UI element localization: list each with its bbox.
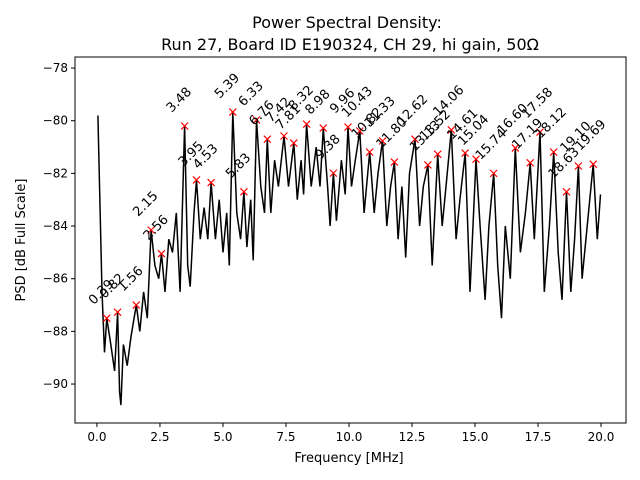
y-tick-label: −86 xyxy=(43,272,68,286)
peak-marker xyxy=(526,158,535,167)
y-tick-label: −82 xyxy=(43,166,68,180)
peak-marker xyxy=(344,123,352,131)
peak-marker xyxy=(390,158,399,166)
peak-marker xyxy=(280,132,288,140)
peak-marker xyxy=(511,144,520,153)
peak-marker xyxy=(433,150,442,159)
peak-marker xyxy=(263,135,272,144)
chart-title: Power Spectral Density: xyxy=(252,13,442,32)
peak-label: 3.48 xyxy=(164,85,195,116)
x-tick-label: 2.5 xyxy=(150,430,169,444)
peak-marker xyxy=(411,135,419,144)
peak-label: 1.56 xyxy=(115,264,146,295)
peak-marker xyxy=(365,148,374,156)
y-axis-label: PSD [dB Full Scale] xyxy=(14,178,29,301)
x-tick-label: 5.0 xyxy=(213,430,232,444)
peak-marker xyxy=(252,116,261,124)
peak-marker xyxy=(489,169,498,178)
peak-marker xyxy=(461,149,470,158)
peak-marker xyxy=(319,124,328,133)
x-axis-label: Frequency [MHz] xyxy=(294,451,403,466)
peak-marker xyxy=(180,122,189,130)
peak-marker xyxy=(447,126,456,134)
x-tick-label: 0.0 xyxy=(87,430,106,444)
peak-label: 2.15 xyxy=(130,189,161,220)
x-tick-label: 12.5 xyxy=(399,430,426,444)
peak-marker xyxy=(147,226,156,234)
peak-marker xyxy=(228,108,237,116)
y-tick-label: −78 xyxy=(43,61,68,75)
peak-marker xyxy=(113,308,122,317)
x-tick-label: 20.0 xyxy=(588,430,615,444)
y-tick-label: −88 xyxy=(43,324,68,338)
peak-marker xyxy=(302,120,311,129)
peak-marker xyxy=(472,155,480,164)
peak-marker xyxy=(132,301,141,309)
peak-marker xyxy=(378,137,387,145)
y-tick-label: −84 xyxy=(43,219,68,233)
x-tick-label: 17.5 xyxy=(525,430,552,444)
peak-marker xyxy=(589,160,598,169)
peak-marker xyxy=(192,176,201,184)
peak-marker xyxy=(329,169,338,178)
peak-marker xyxy=(423,161,432,169)
peak-marker xyxy=(102,314,111,323)
peak-marker xyxy=(355,127,364,135)
x-tick-label: 15.0 xyxy=(462,430,489,444)
peak-marker xyxy=(157,249,166,258)
peak-label: 5.83 xyxy=(223,151,254,182)
peak-marker xyxy=(536,128,544,136)
peak-marker xyxy=(289,139,298,148)
peak-label: 2.56 xyxy=(141,212,172,243)
x-tick-label: 7.5 xyxy=(276,430,295,444)
peak-marker xyxy=(562,187,571,196)
peak-marker xyxy=(574,162,583,170)
x-tick-label: 10.0 xyxy=(336,430,363,444)
chart-subtitle: Run 27, Board ID E190324, CH 29, hi gain… xyxy=(161,35,539,54)
peak-marker xyxy=(207,178,216,187)
y-tick-label: −90 xyxy=(43,377,68,391)
y-tick-label: −80 xyxy=(43,114,68,128)
peak-marker xyxy=(239,187,248,196)
peak-label: 9.38 xyxy=(313,132,344,163)
plot-frame xyxy=(74,56,627,424)
psd-line xyxy=(97,111,602,406)
peak-marker xyxy=(549,148,558,156)
